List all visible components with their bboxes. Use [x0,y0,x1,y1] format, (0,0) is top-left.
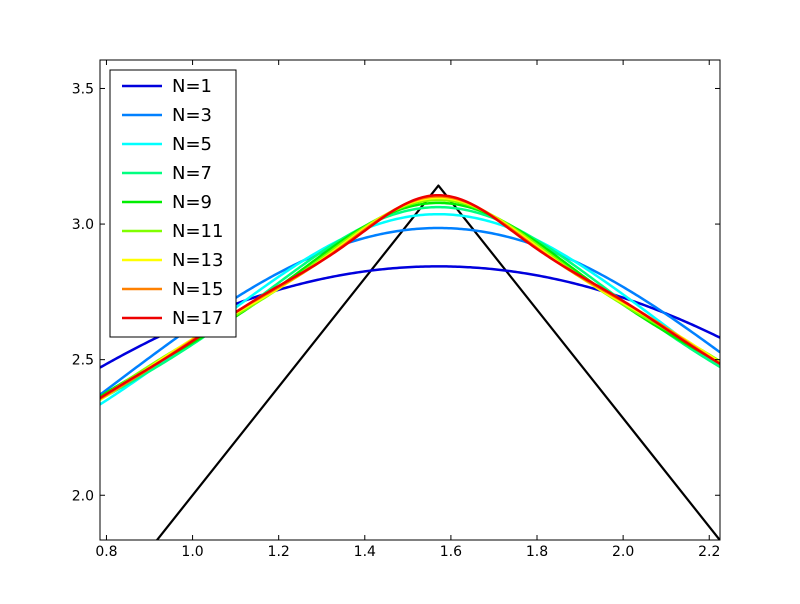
legend-label: N=15 [172,279,223,300]
legend-label: N=3 [172,105,212,126]
y-tick-label: 3.5 [72,81,94,97]
target-line [155,184,720,540]
legend-label: N=1 [172,76,212,97]
x-tick-label: 1.6 [440,544,462,560]
x-tick-label: 0.8 [95,544,117,560]
y-tick-label: 2.0 [72,488,94,504]
legend-label: N=17 [172,308,223,329]
x-tick-label: 1.0 [181,544,203,560]
legend-label: N=5 [172,134,212,155]
legend-label: N=7 [172,163,212,184]
legend-label: N=13 [172,250,223,271]
legend-label: N=11 [172,221,223,242]
axis-ticks: 0.8 1.0 1.2 1.4 1.6 1.8 2.0 2.2 2.0 2.5 3.0 3.5 [72,60,720,560]
y-tick-label: 3.0 [72,217,94,233]
plot-frame [99,59,721,541]
legend: N=1 N=3 N=5 N=7 N=9 N=11 N=13 N=15 N=17 [109,69,237,338]
x-tick-label: 1.8 [526,544,548,560]
y-tick-label: 2.5 [72,353,94,369]
x-tick-label: 1.4 [354,544,376,560]
x-tick-label: 2.0 [612,544,634,560]
x-tick-label: 2.2 [698,544,720,560]
legend-label: N=9 [172,192,212,213]
x-tick-label: 1.2 [268,544,290,560]
